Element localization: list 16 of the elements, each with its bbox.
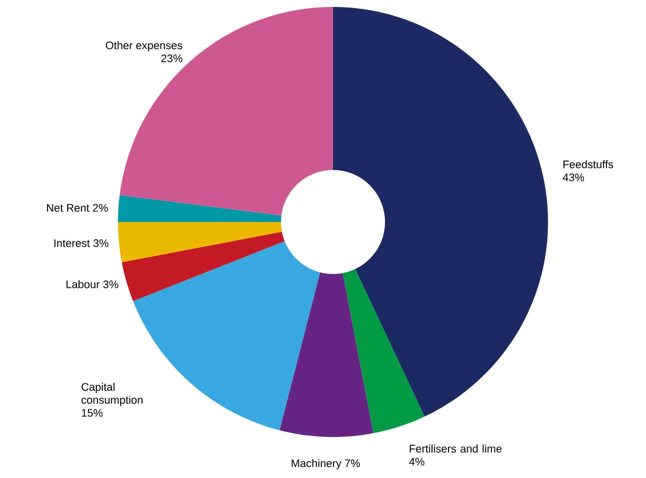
- slice-label: Fertilisers and lime: [410, 444, 502, 453]
- data-label: 3%: [93, 239, 108, 248]
- data-label: 4%: [409, 458, 424, 466]
- data-label: 3%: [103, 280, 118, 288]
- data-label: 15%: [82, 409, 103, 417]
- slice-label: Capital consumption: [82, 382, 142, 406]
- slice-label: Interest: [54, 239, 90, 248]
- slice-label: Net Rent: [47, 204, 90, 212]
- slice-label: Machinery: [292, 459, 342, 470]
- data-label: 7%: [345, 459, 360, 468]
- data-label: 23%: [161, 54, 182, 62]
- slice-label: Feedstuffs: [563, 160, 614, 168]
- data-label: 43%: [562, 173, 584, 182]
- slice-label: Labour: [66, 280, 100, 288]
- data-label: 2%: [92, 204, 108, 212]
- slice-label: Other expenses: [106, 41, 182, 52]
